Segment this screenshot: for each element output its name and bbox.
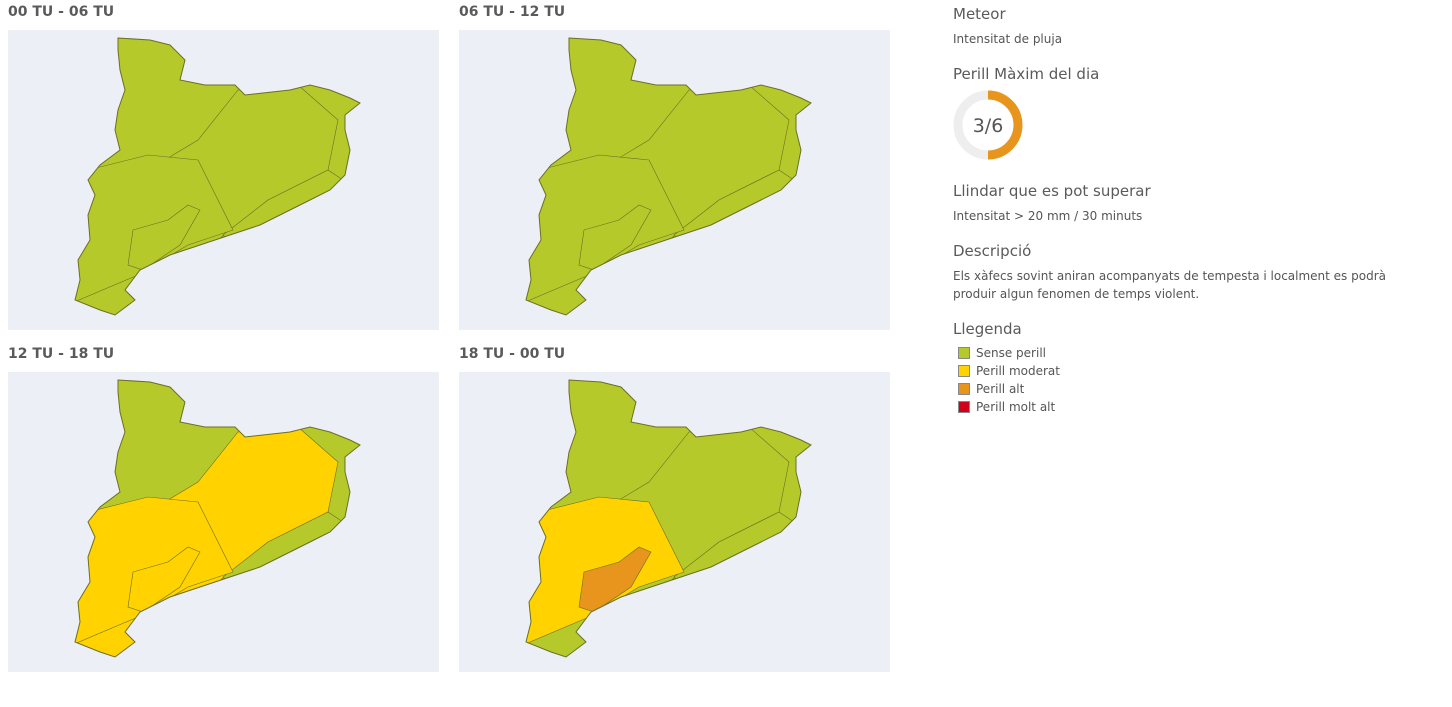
legend-item: Perill moderat (958, 364, 1060, 378)
map (8, 30, 439, 330)
legend-swatch (958, 401, 970, 413)
zones (526, 380, 811, 657)
maps: 00 TU - 06 TU 06 TU - 12 TU 12 TU - 18 TU 1… (8, 4, 890, 672)
meteor-title: Meteor (953, 5, 1006, 23)
map-outline (74, 37, 361, 316)
gauge-label: 3/6 (973, 115, 1004, 137)
zone (578, 204, 652, 271)
legend-item: Perill molt alt (958, 400, 1055, 414)
legend-item: Sense perill (958, 346, 1046, 360)
legend-label: Sense perill (976, 346, 1046, 360)
legend-swatch (958, 383, 970, 395)
zone (127, 204, 201, 271)
zone (578, 546, 652, 613)
zone (526, 496, 685, 657)
map-outline (525, 379, 812, 658)
gauge: 3/6 (953, 90, 1023, 160)
zone (526, 154, 685, 315)
panel-title: 18 TU - 00 TU (459, 346, 566, 362)
legend-label: Perill moderat (976, 364, 1060, 378)
legend-label: Perill alt (976, 382, 1025, 396)
meteor-text: Intensitat de pluja (953, 32, 1063, 46)
map (459, 372, 890, 672)
legend-label: Perill molt alt (976, 400, 1056, 414)
gauge-arc (987, 90, 1023, 160)
panel-title: 00 TU - 06 TU (8, 4, 115, 20)
max-title: Perill Màxim del dia (953, 65, 1100, 83)
threshold-text: Intensitat > 20 mm / 30 minuts (953, 209, 1143, 223)
legend-swatch (958, 347, 970, 359)
zone (75, 496, 234, 657)
map (8, 372, 439, 672)
description-title: Descripció (953, 242, 1032, 260)
map-outline (525, 37, 812, 316)
zone (127, 546, 201, 613)
panel-title: 12 TU - 18 TU (8, 346, 115, 362)
legend-item: Perill alt (958, 382, 1024, 396)
description-text: Els xàfecs sovint aniran acompanyats de … (953, 269, 1386, 301)
map (459, 30, 890, 330)
map-outline (74, 379, 361, 658)
legend-swatch (958, 365, 970, 377)
threshold-title: Llindar que es pot superar (953, 182, 1151, 200)
zone (75, 154, 234, 315)
legend-title: Llegenda (953, 320, 1022, 338)
panel-title: 06 TU - 12 TU (459, 4, 566, 20)
